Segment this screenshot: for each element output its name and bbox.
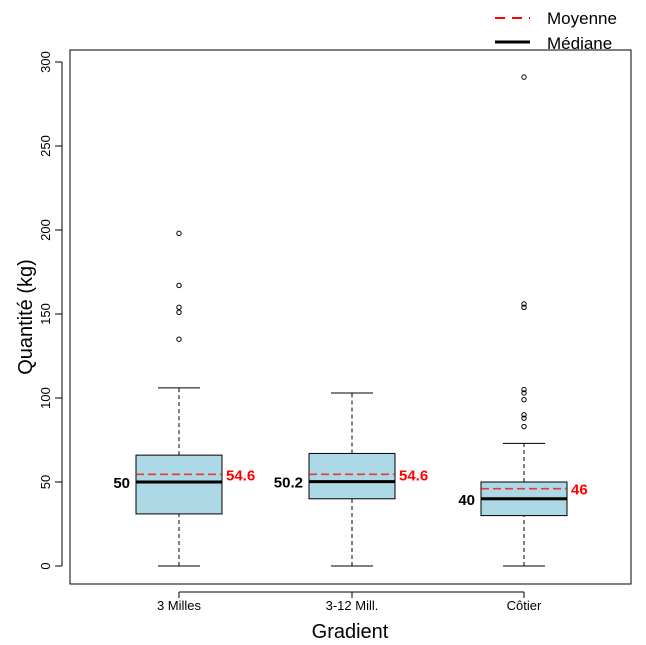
box xyxy=(308,452,396,500)
x-tick-label: Côtier xyxy=(507,598,542,613)
outlier-point xyxy=(521,412,527,418)
y-tick-label: 250 xyxy=(38,135,53,157)
x-tick-label: 3 Milles xyxy=(157,598,202,613)
plot-frame xyxy=(69,49,632,585)
outlier-point xyxy=(521,396,527,403)
outlier-point xyxy=(176,304,182,310)
legend-median-label: Médiane xyxy=(547,34,612,53)
outlier-point xyxy=(176,230,182,237)
y-axis-title: Quantité (kg) xyxy=(15,259,37,375)
mean-value-label: 46 xyxy=(571,482,588,499)
legend-mean-label: Moyenne xyxy=(547,9,617,28)
outlier-point xyxy=(521,74,527,80)
outlier-point xyxy=(521,304,527,310)
x-axis-title: Gradient xyxy=(312,621,389,643)
y-axis: 0 50 100 150 200 250 300 xyxy=(38,51,63,570)
median-value-label: 50.2 xyxy=(274,475,303,492)
outlier-point xyxy=(521,423,527,430)
box xyxy=(135,454,223,515)
outlier-point xyxy=(176,336,182,342)
outlier-point xyxy=(521,301,527,307)
box-groups: 50 54.6 50.2 54.6 40 46 xyxy=(113,74,588,567)
outlier-point xyxy=(521,415,527,421)
y-tick-label: 200 xyxy=(38,219,53,241)
outlier-point xyxy=(521,386,527,393)
box-group: 40 46 xyxy=(458,74,588,567)
box-group: 50 54.6 xyxy=(113,230,255,567)
median-value-label: 40 xyxy=(458,492,475,509)
y-tick-label: 0 xyxy=(38,562,53,569)
mean-value-label: 54.6 xyxy=(399,467,428,484)
median-value-label: 50 xyxy=(113,475,130,492)
legend: Moyenne Médiane xyxy=(495,9,617,53)
outlier-point xyxy=(176,309,182,316)
mean-value-label: 54.6 xyxy=(226,467,255,484)
outlier-point xyxy=(521,390,527,396)
x-tick-label: 3-12 Mill. xyxy=(326,598,379,613)
y-tick-label: 50 xyxy=(38,475,53,489)
x-axis: 3 Milles 3-12 Mill. Côtier xyxy=(157,591,542,613)
y-tick-label: 300 xyxy=(38,51,53,73)
y-tick-label: 100 xyxy=(38,387,53,409)
outlier-point xyxy=(176,282,182,289)
y-tick-label: 150 xyxy=(38,303,53,325)
box-group: 50.2 54.6 xyxy=(274,392,428,567)
